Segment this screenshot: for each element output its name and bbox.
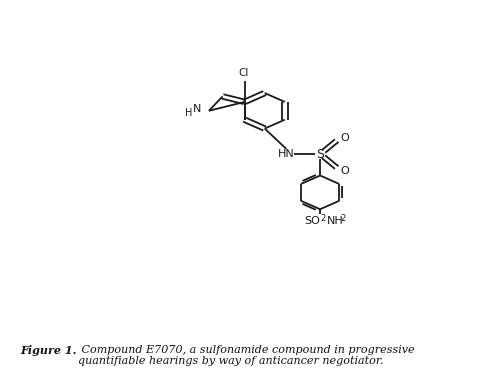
Text: O: O	[340, 133, 349, 142]
Text: H: H	[184, 108, 192, 118]
Text: Figure 1.: Figure 1.	[20, 345, 76, 356]
Text: SO: SO	[304, 216, 320, 226]
Text: S: S	[316, 147, 324, 160]
Text: NH: NH	[326, 216, 343, 226]
Text: Cl: Cl	[238, 68, 249, 78]
Text: HN: HN	[278, 149, 294, 159]
Text: N: N	[192, 104, 201, 114]
Text: Compound E7070, a sulfonamide compound in progressive
quantifiable hearings by w: Compound E7070, a sulfonamide compound i…	[78, 345, 414, 366]
Text: 2: 2	[340, 214, 345, 223]
Text: 2: 2	[320, 214, 326, 223]
Text: O: O	[340, 165, 349, 176]
